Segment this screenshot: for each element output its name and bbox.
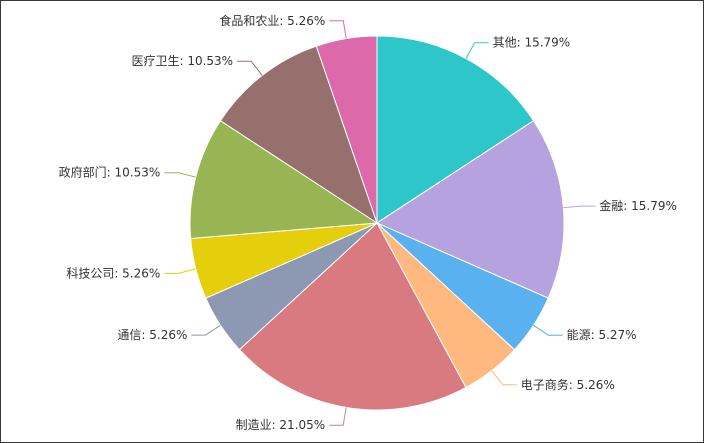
label-line-3 <box>491 370 517 386</box>
label-line-1 <box>563 205 596 209</box>
pie-slice-7[interactable] <box>189 120 379 240</box>
pie-slice-9[interactable] <box>315 35 378 224</box>
pie-slice-0[interactable] <box>376 35 535 224</box>
label-line-8 <box>237 60 263 76</box>
pie-slices <box>189 35 565 411</box>
label-line-6 <box>164 268 196 274</box>
slice-label-2: 能源: 5.27% <box>567 328 637 342</box>
slice-label-6: 科技公司: 5.26% <box>66 266 160 280</box>
slice-label-0: 其他: 15.79% <box>493 36 571 50</box>
pie-slice-1[interactable] <box>375 120 565 299</box>
label-line-7 <box>164 172 196 178</box>
label-line-5 <box>191 324 221 336</box>
label-line-2 <box>533 324 563 336</box>
label-lines <box>164 20 596 426</box>
pie-slice-8[interactable] <box>219 45 378 225</box>
label-line-0 <box>465 42 489 59</box>
slice-label-3: 电子商务: 5.26% <box>521 377 615 392</box>
slice-label-5: 通信: 5.26% <box>117 328 187 342</box>
slice-label-1: 金融: 15.79% <box>599 198 677 213</box>
slice-labels: 其他: 15.79% 金融: 15.79% 能源: 5.27% 电子商务: 5.26%… <box>59 13 677 432</box>
slice-label-7: 政府部门: 10.53% <box>59 165 161 180</box>
label-line-4 <box>329 407 347 426</box>
label-line-9 <box>329 20 347 39</box>
slice-label-8: 医疗卫生: 10.53% <box>131 54 233 68</box>
slice-label-4: 制造业: 21.05% <box>236 418 326 432</box>
slice-label-9: 食品和农业: 5.26% <box>219 13 325 28</box>
